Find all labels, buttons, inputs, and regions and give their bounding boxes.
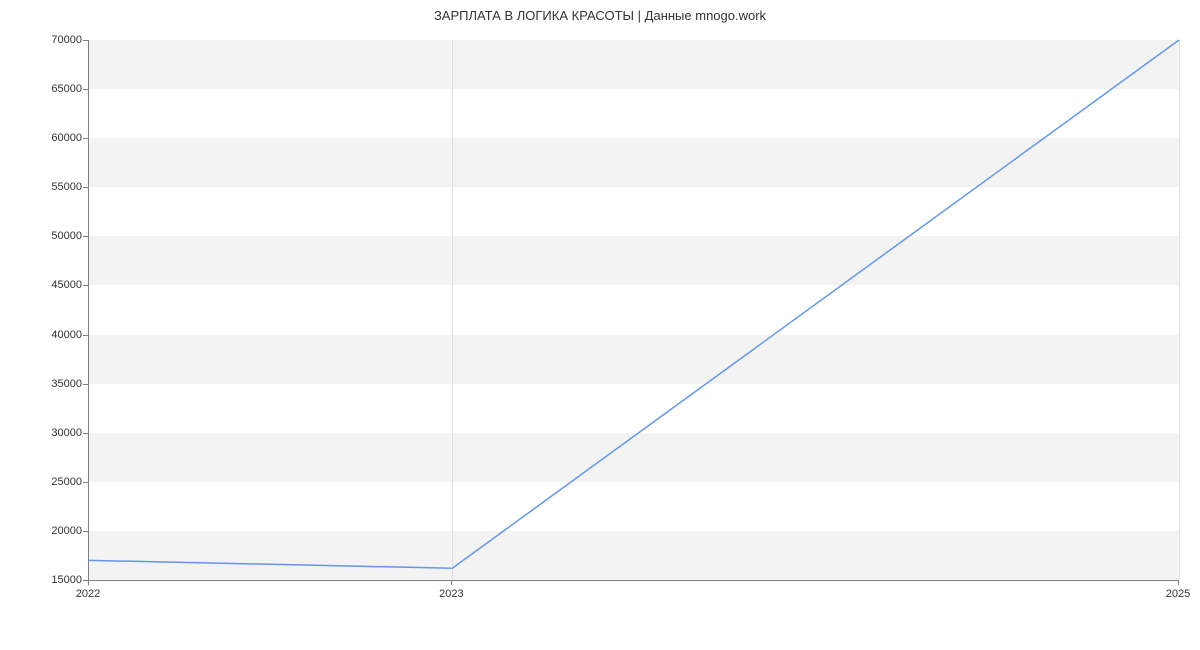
x-tick-label: 2025 — [1166, 588, 1190, 600]
x-tick-mark — [451, 580, 452, 585]
line-series-layer — [89, 40, 1179, 580]
x-tick-mark — [1178, 580, 1179, 585]
x-grid-line — [1179, 40, 1180, 580]
plot-area — [88, 40, 1179, 581]
y-tick-label: 40000 — [22, 329, 82, 341]
y-tick-mark — [83, 285, 88, 286]
y-tick-mark — [83, 236, 88, 237]
x-tick-mark — [88, 580, 89, 585]
y-tick-mark — [83, 384, 88, 385]
line-series-salary — [89, 40, 1179, 568]
y-tick-mark — [83, 89, 88, 90]
y-tick-label: 25000 — [22, 476, 82, 488]
y-tick-label: 65000 — [22, 83, 82, 95]
y-tick-label: 60000 — [22, 132, 82, 144]
x-tick-label: 2023 — [439, 588, 463, 600]
y-tick-mark — [83, 187, 88, 188]
chart-title: ЗАРПЛАТА В ЛОГИКА КРАСОТЫ | Данные mnogo… — [0, 0, 1200, 23]
y-tick-mark — [83, 138, 88, 139]
y-tick-mark — [83, 482, 88, 483]
y-tick-mark — [83, 40, 88, 41]
y-tick-label: 45000 — [22, 279, 82, 291]
y-tick-label: 15000 — [22, 574, 82, 586]
y-tick-label: 70000 — [22, 34, 82, 46]
salary-chart: ЗАРПЛАТА В ЛОГИКА КРАСОТЫ | Данные mnogo… — [0, 0, 1200, 650]
y-tick-mark — [83, 433, 88, 434]
y-tick-label: 35000 — [22, 378, 82, 390]
y-tick-label: 30000 — [22, 427, 82, 439]
y-tick-label: 20000 — [22, 525, 82, 537]
y-tick-mark — [83, 335, 88, 336]
x-tick-label: 2022 — [76, 588, 100, 600]
y-tick-label: 50000 — [22, 230, 82, 242]
y-tick-label: 55000 — [22, 181, 82, 193]
y-tick-mark — [83, 531, 88, 532]
